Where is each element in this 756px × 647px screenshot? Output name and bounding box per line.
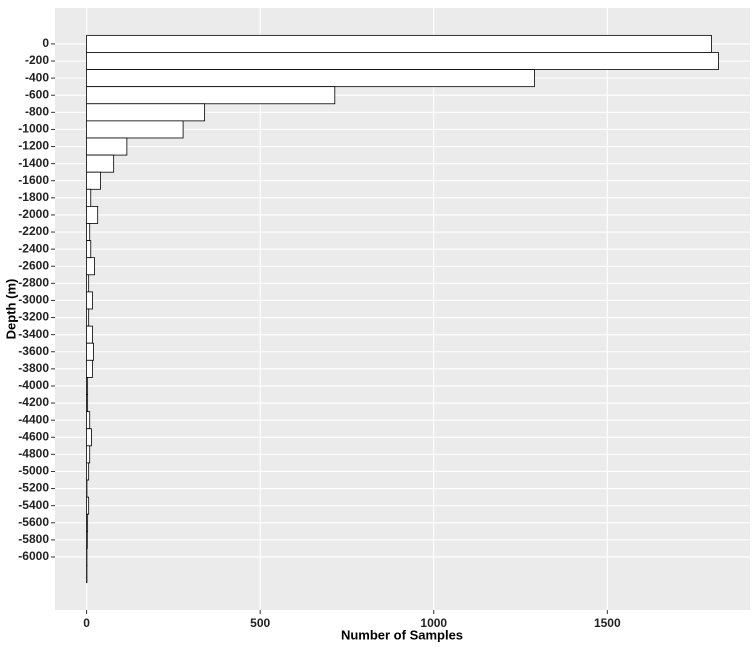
- bar: [86, 359, 93, 378]
- x-axis-title: Number of Samples: [341, 627, 463, 642]
- y-tick-label: -5000: [18, 464, 49, 478]
- bar: [86, 496, 90, 515]
- y-tick-label: -1400: [18, 156, 49, 170]
- bar: [86, 86, 336, 105]
- y-tick-label: -1000: [18, 122, 49, 136]
- bar: [86, 274, 90, 293]
- y-tick-label: -600: [25, 87, 49, 101]
- y-tick-label: -1600: [18, 173, 49, 187]
- bar: [86, 205, 99, 224]
- y-tick-label: -400: [25, 70, 49, 84]
- y-tick-label: -4600: [18, 429, 49, 443]
- bar: [86, 377, 89, 395]
- bar: [86, 342, 94, 361]
- bar: [86, 257, 95, 276]
- y-tick-label: -1800: [18, 190, 49, 204]
- x-tick-label: 500: [250, 616, 270, 630]
- bar: [86, 428, 92, 447]
- bar: [86, 291, 93, 310]
- y-tick-label: -3200: [18, 310, 49, 324]
- bar: [86, 530, 88, 549]
- y-tick-label: -3800: [18, 361, 49, 375]
- x-tick-label: 1000: [420, 616, 447, 630]
- bar: [86, 69, 535, 88]
- y-axis-title: Depth (m): [3, 279, 18, 340]
- bar: [86, 154, 115, 173]
- y-tick-label: -1200: [18, 139, 49, 153]
- y-tick-label: 0: [42, 36, 49, 50]
- y-tick-label: -5800: [18, 532, 49, 546]
- bar: [86, 52, 719, 70]
- bar: [86, 513, 89, 532]
- bar: [86, 308, 90, 327]
- y-tick-label: -4400: [18, 412, 49, 426]
- bar: [86, 445, 91, 464]
- bar: [86, 394, 89, 413]
- y-tick-label: -4800: [18, 447, 49, 461]
- y-tick-label: -5600: [18, 515, 49, 529]
- y-tick-label: -2200: [18, 224, 49, 238]
- bar: [86, 137, 128, 156]
- y-tick-label: -4000: [18, 378, 49, 392]
- y-tick-label: -5400: [18, 498, 49, 512]
- bar: [86, 171, 101, 190]
- y-tick-label: -3000: [18, 293, 49, 307]
- bar: [86, 223, 91, 241]
- y-tick-label: -2400: [18, 241, 49, 255]
- bar: [86, 34, 712, 53]
- y-tick-label: -4200: [18, 395, 49, 409]
- y-tick-label: -2600: [18, 258, 49, 272]
- y-tick-label: -2800: [18, 276, 49, 290]
- y-tick-label: -2000: [18, 207, 49, 221]
- x-tick-label: 0: [83, 616, 90, 630]
- bar: [86, 325, 93, 344]
- bar: [86, 188, 92, 207]
- y-tick-label: -200: [25, 53, 49, 67]
- y-tick-label: -3400: [18, 327, 49, 341]
- bar: [86, 103, 206, 122]
- x-tick-label: 1500: [594, 616, 621, 630]
- y-tick-label: -3600: [18, 344, 49, 358]
- bar: [86, 462, 90, 481]
- bar: [86, 120, 184, 139]
- y-tick-label: -5200: [18, 481, 49, 495]
- y-tick-label: -6000: [18, 549, 49, 563]
- y-tick-label: -800: [25, 104, 49, 118]
- bar: [86, 411, 91, 430]
- bar: [86, 240, 92, 259]
